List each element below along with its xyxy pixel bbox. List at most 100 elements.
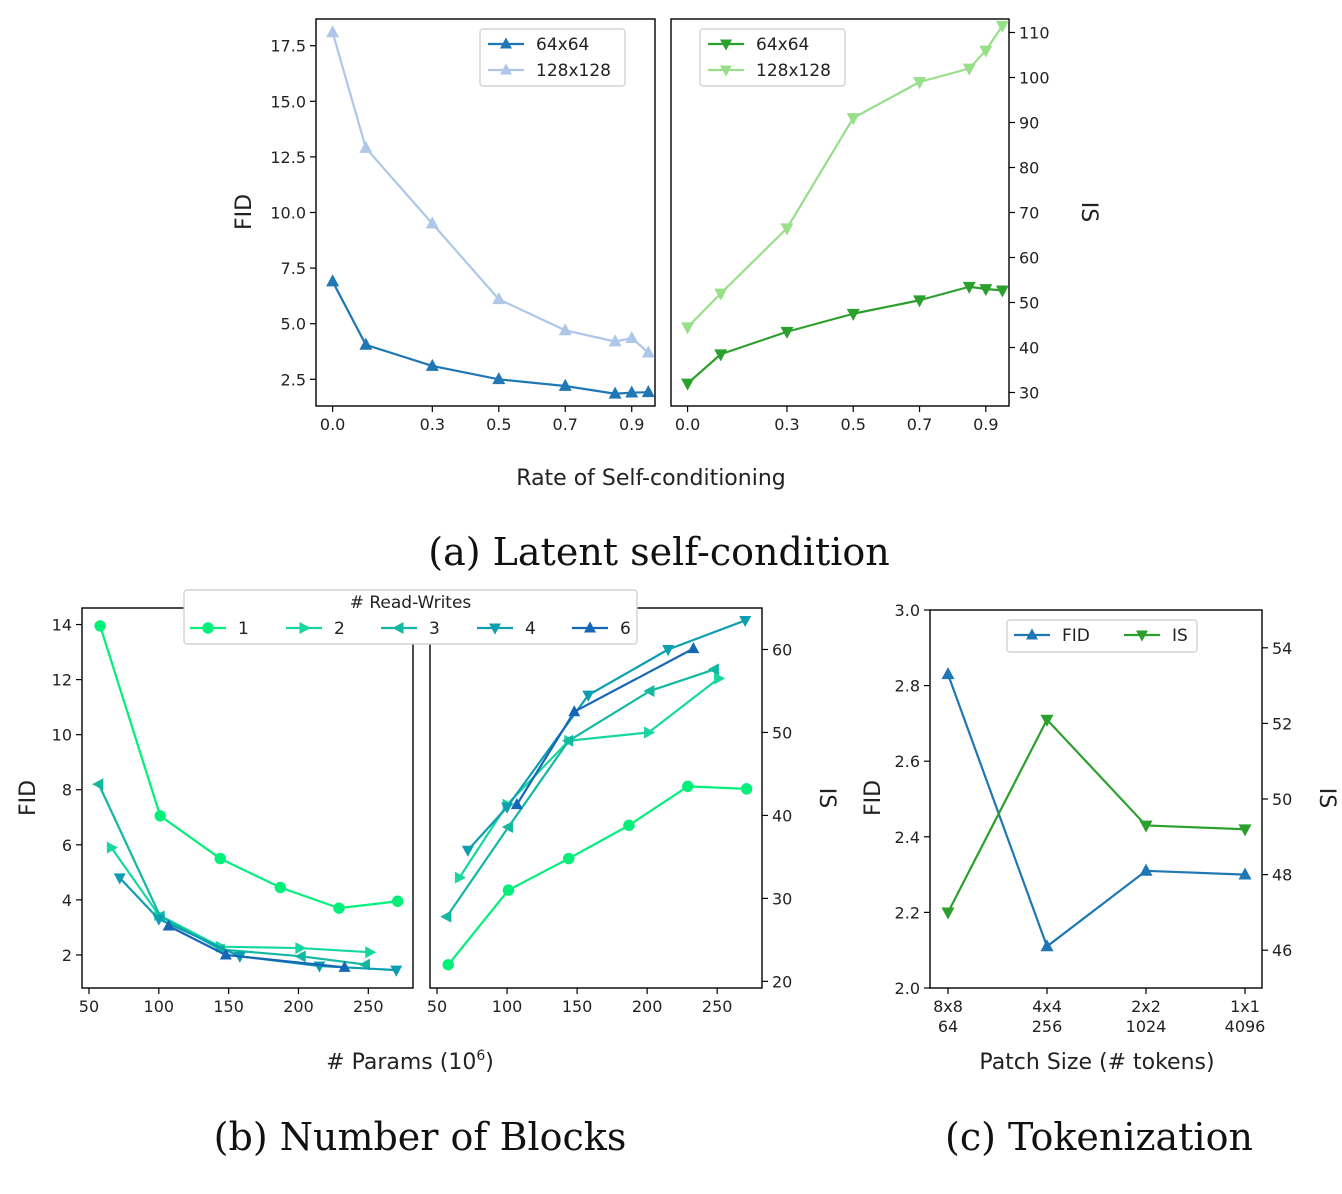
b-xlabel-text: # Params (10: [326, 1050, 476, 1075]
a-fid-point: [326, 274, 340, 287]
c-ytick-label: 2.2: [895, 903, 920, 922]
b-fid-point: [294, 950, 306, 963]
c-fid-point: [941, 667, 955, 680]
a-fid-series-64x64: [326, 274, 655, 399]
b-fid-ytick-label: 8: [62, 781, 72, 800]
a-fid-xtick-label: 0.0: [320, 415, 345, 434]
a-is-line: [686, 285, 1003, 385]
a-fid-point: [558, 323, 572, 336]
c-ytick-label: 2.0: [895, 979, 920, 998]
a-fid-xtick-label: 0.9: [619, 415, 644, 434]
a-is-point: [995, 285, 1009, 298]
a-is-ylabel: IS: [1076, 202, 1101, 222]
a-fid-ytick-label: 15.0: [270, 92, 306, 111]
b-fid-ytick-label: 2: [62, 946, 72, 965]
c-legend-label: IS: [1172, 626, 1188, 646]
a-fid-xtick-label: 0.7: [553, 415, 578, 434]
b-is-xtick-label: 200: [632, 997, 663, 1016]
c-y2tick-label: 50: [1272, 790, 1292, 809]
c-fid-point: [1139, 863, 1153, 876]
b-is-point: [562, 734, 574, 747]
b-fid-point: [333, 902, 345, 914]
a-is-point: [681, 378, 695, 391]
b-is-xtick-label: 250: [702, 997, 733, 1016]
b-legend-marker: [489, 623, 501, 635]
b-is-point: [510, 798, 523, 810]
b-fid-point: [365, 946, 377, 959]
c-fid-line: [946, 673, 1246, 949]
b-is-line: [467, 619, 746, 852]
b-fid-series-3: [92, 778, 371, 971]
c-legend-marker: [1026, 628, 1038, 640]
b-legend-label: 3: [429, 619, 440, 639]
a-fid-ytick-label: 7.5: [281, 259, 306, 278]
c-xtick-label: 4096: [1225, 1017, 1266, 1036]
c-legend-marker: [1136, 630, 1148, 642]
b-fid-ylabel: FID: [16, 780, 41, 816]
c-ytick-label: 2.6: [895, 752, 920, 771]
a-fid-point: [641, 345, 655, 358]
a-is-point: [913, 77, 927, 90]
b-is-line: [515, 647, 694, 806]
b-is-point: [454, 871, 467, 884]
a-is-series-64x64: [681, 281, 1009, 391]
b-legend-marker: [202, 622, 214, 634]
b-is-point: [501, 802, 514, 814]
a-is-legend-label: 64x64: [756, 35, 809, 55]
b-is-point: [707, 663, 719, 676]
b-is-point: [739, 615, 752, 628]
b-is-point: [502, 884, 515, 896]
b-legend-marker: [392, 622, 404, 634]
c-is-point: [1139, 820, 1153, 833]
b-fid-ytick-label: 10: [52, 726, 72, 745]
b-is-xtick-label: 150: [562, 997, 593, 1016]
b-fid-xtick-label: 250: [353, 997, 384, 1016]
a-is-ytick-label: 30: [1019, 384, 1039, 403]
c-series-FID: [941, 667, 1252, 952]
b-legend-marker: [584, 621, 596, 633]
b-fid-point: [106, 841, 118, 854]
c-y2label: IS: [1314, 788, 1339, 808]
a-is-point: [780, 223, 794, 236]
a-fid-ytick-label: 10.0: [270, 204, 306, 223]
c-xlabel: Patch Size (# tokens): [979, 1050, 1214, 1075]
a-fid-xtick-label: 0.3: [420, 415, 445, 434]
b-xlabel: # Params (106): [326, 1048, 494, 1075]
c-legend-box: [1006, 619, 1198, 653]
b-fid-point: [152, 914, 165, 926]
c-is-line: [947, 717, 1246, 913]
b-is-point: [440, 910, 452, 923]
b-fid-point: [94, 620, 106, 632]
a-is-ytick-label: 80: [1019, 159, 1039, 178]
a-is-point: [913, 295, 927, 308]
a-fid-ytick-label: 5.0: [281, 315, 306, 334]
a-is-ytick-label: 100: [1019, 69, 1050, 88]
a-is-ytick-label: 110: [1019, 24, 1050, 43]
b-fid-series-1: [94, 620, 404, 914]
b-fid-xtick-label: 200: [283, 997, 314, 1016]
c-xtick-label: 8x8: [933, 997, 963, 1016]
a-fid-series-128x128: [326, 25, 655, 358]
a-fid-legend-marker: [500, 37, 512, 49]
a-fid-ylabel: FID: [232, 194, 257, 230]
a-is-legend-marker: [720, 65, 732, 77]
a-is-xtick-label: 0.3: [774, 415, 799, 434]
c-y2tick-label: 48: [1272, 866, 1292, 885]
b-fid-xtick-label: 100: [144, 997, 175, 1016]
b-fid-line: [110, 846, 370, 954]
b-is-xtick-label: 100: [492, 997, 523, 1016]
b-is-line: [447, 785, 747, 966]
a-fid-point: [326, 25, 340, 38]
a-is-point: [846, 113, 860, 126]
a-is-point: [714, 288, 728, 301]
b-fid-line: [118, 877, 397, 972]
b-is-ytick-label: 40: [772, 806, 792, 825]
a-is-ytick-label: 70: [1019, 204, 1039, 223]
a-is-xtick-label: 0.9: [973, 415, 998, 434]
b-is-ytick-label: 50: [772, 723, 792, 742]
c-y2tick-label: 46: [1272, 941, 1292, 960]
b-is-point: [623, 819, 635, 832]
c-fid-point: [1040, 939, 1054, 952]
c-ytick-label: 3.0: [895, 601, 920, 620]
